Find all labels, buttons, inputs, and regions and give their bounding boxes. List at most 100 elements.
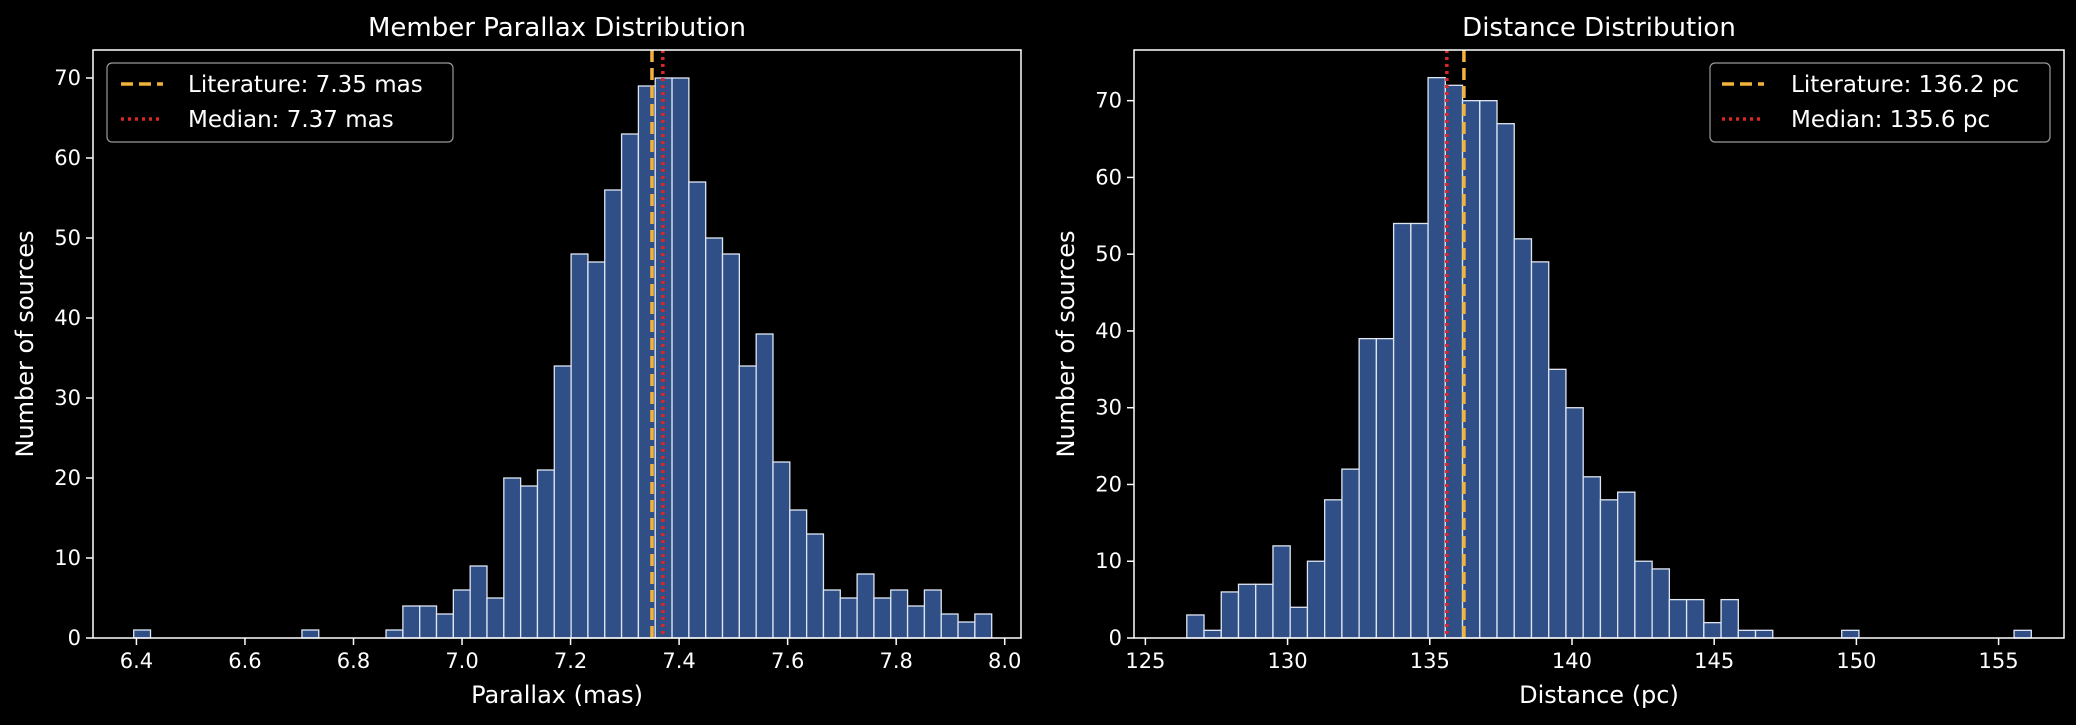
- distance-y-tick-label: 30: [1095, 396, 1122, 420]
- parallax-x-tick-label: 7.6: [771, 649, 804, 673]
- parallax-bar: [890, 589, 909, 639]
- parallax-bar: [503, 477, 522, 639]
- distance-axes-frame: [1133, 49, 2065, 639]
- distance-bar: [1220, 591, 1240, 639]
- parallax-x-tick-label: 7.2: [554, 649, 587, 673]
- parallax-y-tick-label: 60: [54, 146, 81, 170]
- parallax-x-axis-label: Parallax (mas): [471, 681, 643, 709]
- distance-bar: [1272, 545, 1291, 639]
- distance-bar: [1737, 629, 1757, 639]
- parallax-histogram-panel: Member Parallax Distribution 6.4 6.6 6.8 7.…: [11, 13, 1022, 709]
- distance-bar: [1668, 598, 1688, 639]
- parallax-x-tick-label: 6.6: [228, 649, 261, 673]
- parallax-y-tick-label: 10: [54, 546, 81, 570]
- parallax-bar: [486, 597, 505, 639]
- distance-bar: [1427, 76, 1446, 639]
- parallax-bar: [419, 605, 438, 639]
- distance-bar: [1237, 583, 1257, 639]
- parallax-bar: [587, 261, 606, 639]
- parallax-x-tick-label: 8.0: [988, 649, 1021, 673]
- parallax-bar: [519, 485, 539, 639]
- parallax-bar: [452, 589, 471, 639]
- parallax-legend-median-label: Median: 7.37 mas: [188, 107, 394, 133]
- parallax-bar: [906, 605, 926, 639]
- parallax-y-tick-label: 70: [54, 66, 81, 90]
- distance-bar: [1548, 368, 1567, 639]
- parallax-bar: [620, 133, 640, 639]
- distance-bar: [1754, 629, 1774, 639]
- parallax-bar: [789, 509, 808, 639]
- parallax-bar: [570, 253, 589, 639]
- distance-x-tick-label: 150: [1836, 649, 1876, 673]
- distance-bar: [1841, 629, 1860, 639]
- distance-histogram-panel: Distance Distribution 125 130 135 140 145 150…: [1052, 13, 2065, 709]
- parallax-x-tick-label: 7.4: [662, 649, 695, 673]
- distance-bar: [1341, 468, 1360, 639]
- parallax-x-tick-label: 6.4: [120, 649, 153, 673]
- distance-x-tick-label: 130: [1268, 649, 1308, 673]
- parallax-y-ticks: 0 10 20 30 40 50 60 70: [54, 66, 93, 650]
- distance-bar: [1255, 583, 1274, 639]
- parallax-bar: [772, 461, 791, 639]
- distance-legend-box: [1709, 62, 2051, 143]
- parallax-bar: [721, 253, 740, 639]
- parallax-bar: [805, 533, 825, 639]
- distance-bar: [1582, 476, 1602, 639]
- parallax-bar: [738, 365, 757, 639]
- parallax-bar: [940, 613, 959, 639]
- distance-y-tick-label: 70: [1095, 89, 1122, 113]
- parallax-x-tick-label: 7.0: [445, 649, 478, 673]
- parallax-bar: [822, 589, 841, 639]
- parallax-bar: [301, 629, 320, 639]
- parallax-bar: [839, 597, 858, 639]
- parallax-y-tick-label: 50: [54, 226, 81, 250]
- parallax-bar: [755, 333, 774, 639]
- distance-bar: [1565, 407, 1584, 639]
- distance-y-tick-label: 40: [1095, 319, 1122, 343]
- parallax-bar: [469, 565, 488, 639]
- parallax-x-ticks: 6.4 6.6 6.8 7.0 7.2 7.4 7.6 7.8 8.0: [120, 638, 1021, 673]
- distance-bar: [1703, 621, 1722, 639]
- parallax-bar: [553, 365, 572, 639]
- parallax-bar: [671, 77, 690, 639]
- parallax-bar: [923, 589, 942, 639]
- parallax-y-axis-label: Number of sources: [11, 230, 39, 457]
- parallax-y-tick-label: 20: [54, 466, 81, 490]
- distance-y-tick-label: 20: [1095, 472, 1122, 496]
- distance-x-tick-label: 155: [1979, 649, 2019, 673]
- parallax-axes-frame: [92, 49, 1022, 639]
- distance-bar: [1720, 598, 1739, 639]
- distance-legend-median-label: Median: 135.6 pc: [1791, 107, 1990, 133]
- distance-y-ticks: 0 10 20 30 40 50 60 70: [1095, 89, 1134, 650]
- parallax-legend-literature-label: Literature: 7.35 mas: [188, 72, 423, 98]
- distance-bar: [1617, 491, 1636, 639]
- distance-y-tick-label: 10: [1095, 549, 1122, 573]
- parallax-bar: [133, 629, 152, 639]
- parallax-bar: [385, 629, 404, 639]
- distance-bar: [1358, 337, 1378, 639]
- parallax-bar: [957, 621, 976, 639]
- parallax-bar: [536, 469, 555, 639]
- distance-x-tick-label: 135: [1410, 649, 1450, 673]
- parallax-legend-box: [106, 62, 454, 143]
- distance-legend-literature-label: Literature: 136.2 pc: [1791, 72, 2019, 98]
- parallax-reference-lines: [650, 50, 665, 638]
- distance-bar: [1289, 606, 1309, 639]
- distance-bar: [1530, 261, 1550, 639]
- parallax-y-tick-label: 30: [54, 386, 81, 410]
- parallax-y-tick-label: 40: [54, 306, 81, 330]
- distance-x-axis-label: Distance (pc): [1519, 681, 1679, 709]
- distance-reference-lines: [1445, 50, 1466, 638]
- parallax-bar: [705, 237, 724, 639]
- distance-bar: [1599, 499, 1619, 639]
- distance-bar: [1392, 222, 1412, 639]
- distance-chart-title: Distance Distribution: [1462, 13, 1736, 43]
- parallax-bar: [974, 613, 993, 639]
- distance-bar: [1186, 614, 1205, 639]
- distance-y-axis-label: Number of sources: [1052, 230, 1080, 457]
- distance-bar: [2013, 629, 2032, 639]
- distance-bars: [1186, 76, 2032, 639]
- distance-bar: [1496, 123, 1515, 639]
- distance-bar: [1651, 568, 1671, 639]
